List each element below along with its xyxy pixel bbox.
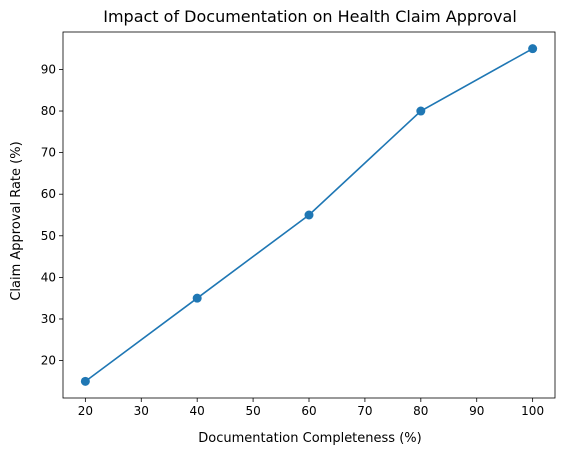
y-tick-label: 50 <box>41 229 56 243</box>
y-tick-label: 60 <box>41 187 56 201</box>
x-tick-label: 30 <box>134 404 149 418</box>
y-tick-label: 80 <box>41 104 56 118</box>
x-tick-label: 90 <box>469 404 484 418</box>
y-axis-label: Claim Approval Rate (%) <box>9 141 24 300</box>
data-point <box>80 376 90 386</box>
y-tick-label: 40 <box>41 270 56 284</box>
x-tick-label: 70 <box>357 404 372 418</box>
x-tick-label: 60 <box>301 404 316 418</box>
plot-area: 20 30 40 50 60 70 80 90 100 20 30 40 50 60 70 80 90 <box>41 31 556 418</box>
y-tick-label: 20 <box>41 354 56 368</box>
data-point <box>192 293 202 303</box>
y-tick-label: 70 <box>41 146 56 160</box>
x-tick-label: 20 <box>78 404 93 418</box>
chart-title: Impact of Documentation on Health Claim … <box>103 7 517 26</box>
x-tick-label: 40 <box>190 404 205 418</box>
data-point <box>416 106 426 116</box>
x-tick-label: 80 <box>413 404 428 418</box>
x-tick-label: 50 <box>245 404 260 418</box>
plot-frame <box>62 31 556 399</box>
y-tick-label: 90 <box>41 62 56 76</box>
y-tick-label: 30 <box>41 312 56 326</box>
data-point <box>304 210 314 220</box>
x-tick-label: 100 <box>521 404 544 418</box>
data-point <box>528 44 538 54</box>
x-axis-label: Documentation Completeness (%) <box>198 431 421 446</box>
